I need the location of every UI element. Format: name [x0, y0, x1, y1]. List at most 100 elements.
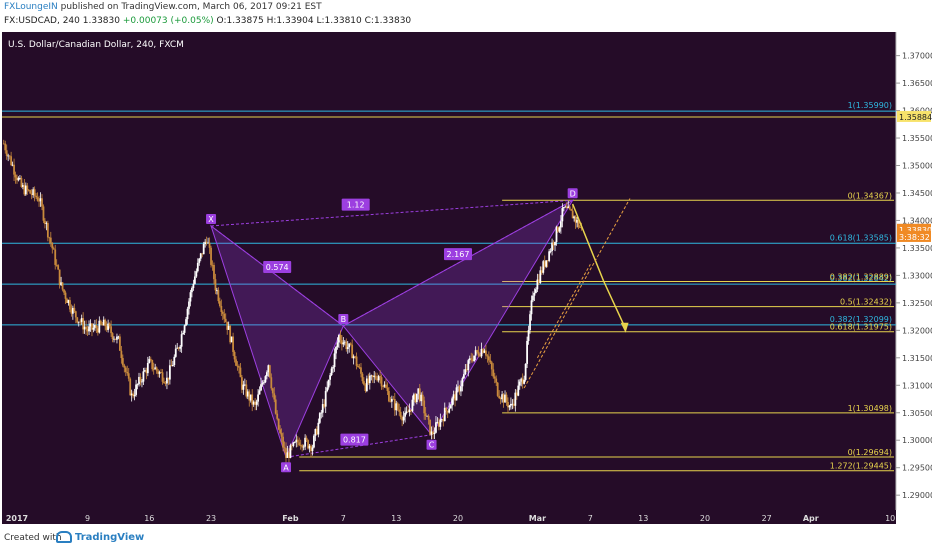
candle-body — [152, 369, 155, 370]
candle-body — [83, 326, 86, 330]
candle-body — [365, 378, 368, 392]
candle-body — [246, 391, 249, 397]
x-tick-label: 10 — [885, 514, 895, 523]
candle-body — [443, 407, 446, 422]
pattern-point-label: B — [341, 315, 347, 324]
candle-body — [358, 367, 361, 368]
ratio-badge — [263, 260, 292, 273]
candle-body — [220, 305, 223, 312]
y-tick-label: 1.37000 — [902, 52, 932, 61]
candle-body — [224, 318, 227, 322]
candle-body — [8, 155, 11, 157]
candle-body — [191, 288, 193, 293]
candle-body — [60, 282, 62, 286]
candle-body — [101, 324, 104, 326]
candle-body — [560, 221, 562, 228]
candle-body — [39, 198, 42, 202]
candle-body — [63, 289, 65, 293]
candle-body — [11, 164, 14, 166]
price-chart[interactable]: U.S. Dollar/Canadian Dollar, 240, FXCM 1.… — [0, 30, 932, 526]
change-value: +0.00073 (+0.05%) — [122, 16, 214, 26]
candle-body — [361, 373, 364, 382]
candle-body — [273, 393, 276, 400]
ratio-badge — [340, 433, 369, 446]
candle-body — [530, 300, 533, 315]
y-tick-label: 1.36500 — [902, 79, 932, 88]
x-tick-label: 7 — [341, 514, 346, 523]
candle-body — [117, 336, 120, 338]
candle-body — [280, 433, 283, 437]
candle-body — [314, 429, 317, 436]
candle-body — [188, 301, 190, 309]
close-value: C:1.33830 — [364, 16, 412, 26]
tradingview-logo[interactable]: TradingView — [56, 531, 144, 543]
author-link[interactable]: FXLoungeIN — [4, 2, 58, 12]
candle-body — [49, 237, 52, 243]
candle-body — [351, 344, 354, 359]
candle-body — [290, 445, 293, 447]
candle-body — [192, 283, 195, 289]
candle-body — [66, 298, 68, 303]
candle-body — [523, 379, 526, 384]
candle-body — [119, 336, 121, 351]
candle-body — [288, 452, 290, 458]
candle-body — [436, 422, 439, 423]
candle-body — [252, 401, 255, 405]
candle-body — [110, 326, 112, 334]
candle-body — [195, 271, 198, 277]
candle-body — [286, 452, 289, 458]
candle-body — [374, 375, 377, 379]
candle-body — [333, 353, 336, 368]
candle-body — [289, 445, 292, 458]
candle-body — [91, 323, 93, 330]
candle-body — [61, 282, 64, 290]
candle-body — [390, 398, 393, 402]
candle-body — [208, 242, 211, 248]
candle-body — [386, 387, 389, 392]
candle-body — [88, 326, 90, 332]
candle-body — [570, 209, 573, 211]
candle-body — [214, 279, 217, 291]
candle-body — [380, 377, 383, 387]
candle-body — [315, 429, 318, 435]
x-tick-label: 20 — [453, 514, 463, 523]
candle-body — [126, 371, 129, 374]
candle-body — [130, 393, 133, 396]
candle-body — [367, 378, 370, 384]
candle-body — [577, 219, 580, 228]
candle-body — [108, 323, 111, 327]
candle-body — [71, 307, 74, 314]
candle-body — [427, 415, 430, 420]
candle-body — [242, 384, 245, 390]
candle-body — [185, 319, 187, 326]
fib-level-label: 1(1.30498) — [848, 404, 892, 413]
candle-body — [549, 250, 552, 252]
candle-body — [5, 150, 8, 156]
candle-body — [35, 195, 38, 198]
candle-body — [332, 367, 334, 369]
candle-body — [330, 368, 333, 376]
x-tick-label: 13 — [638, 514, 648, 523]
candle-body — [36, 197, 39, 201]
candle-body — [211, 264, 214, 266]
pattern-point-label: X — [208, 215, 214, 224]
pattern-xb-line — [210, 225, 344, 327]
candle-body — [520, 378, 523, 382]
candle-body — [69, 300, 71, 310]
candle-body — [67, 300, 70, 303]
candle-body — [548, 251, 551, 261]
candle-body — [54, 249, 57, 265]
candle-body — [462, 374, 465, 379]
candle-body — [514, 392, 517, 406]
candle-body — [238, 366, 240, 368]
candle-body — [143, 370, 146, 372]
candle-body — [423, 400, 426, 414]
candle-body — [360, 367, 362, 374]
candle-body — [138, 376, 140, 385]
candle-body — [42, 206, 45, 221]
candle-body — [116, 336, 118, 340]
chart-area[interactable]: U.S. Dollar/Canadian Dollar, 240, FXCM 1.… — [0, 30, 932, 526]
candle-body — [168, 365, 171, 380]
candle-body — [313, 435, 315, 448]
candle-body — [340, 340, 343, 345]
